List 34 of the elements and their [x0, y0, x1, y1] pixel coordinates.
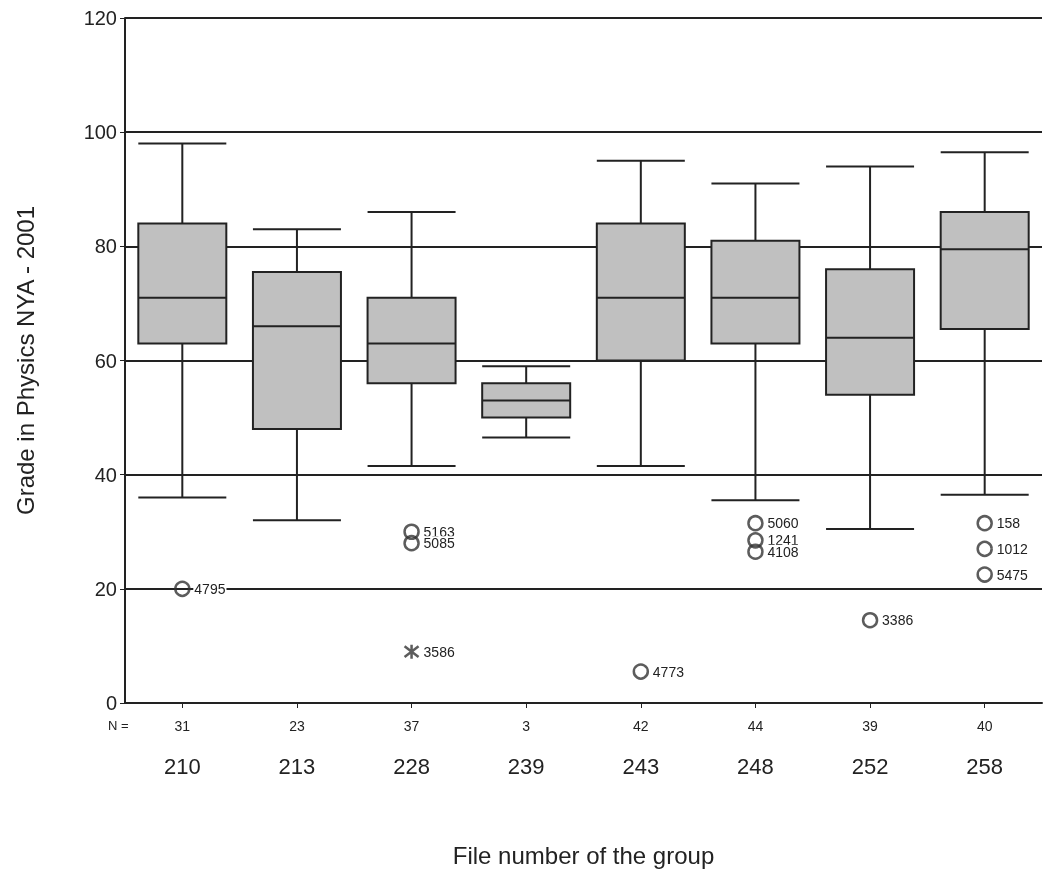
text: 40 — [976, 718, 993, 734]
y-tick-label: 120 — [83, 7, 117, 29]
annotation: 5475 — [996, 566, 1029, 583]
y-tick-label: 60 — [94, 349, 117, 372]
text: 44 — [747, 718, 764, 734]
x-tick-label: 243 — [622, 753, 660, 779]
x-tick-label: 248 — [737, 753, 774, 779]
x-tick-label: 252 — [851, 753, 889, 779]
x-tick-label: 213 — [278, 753, 316, 779]
y-tick-label: 100 — [83, 121, 117, 144]
x-tick-label: 239 — [507, 753, 545, 779]
y-tick-label: 40 — [94, 463, 117, 486]
text: 39 — [862, 718, 879, 734]
text: 31 — [174, 718, 191, 734]
annotation: 4773 — [652, 663, 685, 680]
x-tick-label: 258 — [966, 753, 1004, 779]
annotation: 3586 — [423, 643, 455, 660]
annotation: 3386 — [882, 612, 914, 629]
y-tick-label: 80 — [94, 235, 117, 258]
x-tick-label: 210 — [163, 753, 201, 779]
y-tick-label: 20 — [94, 577, 117, 600]
text: 42 — [633, 718, 649, 734]
annotation: 1012 — [996, 540, 1029, 557]
y-tick-label: 0 — [105, 692, 117, 714]
x-tick-label: 228 — [393, 753, 430, 779]
text: 23 — [289, 718, 305, 734]
annotation: 4795 — [194, 580, 226, 597]
annotation: 5060 — [767, 515, 799, 532]
text: N = — [108, 718, 129, 733]
y-axis-title: Grade in Physics NYA - 2001 — [11, 205, 39, 516]
text: 37 — [403, 718, 420, 734]
x-axis-title: File number of the group — [452, 841, 715, 869]
annotation: 158 — [996, 515, 1021, 532]
text: 3 — [522, 718, 531, 734]
